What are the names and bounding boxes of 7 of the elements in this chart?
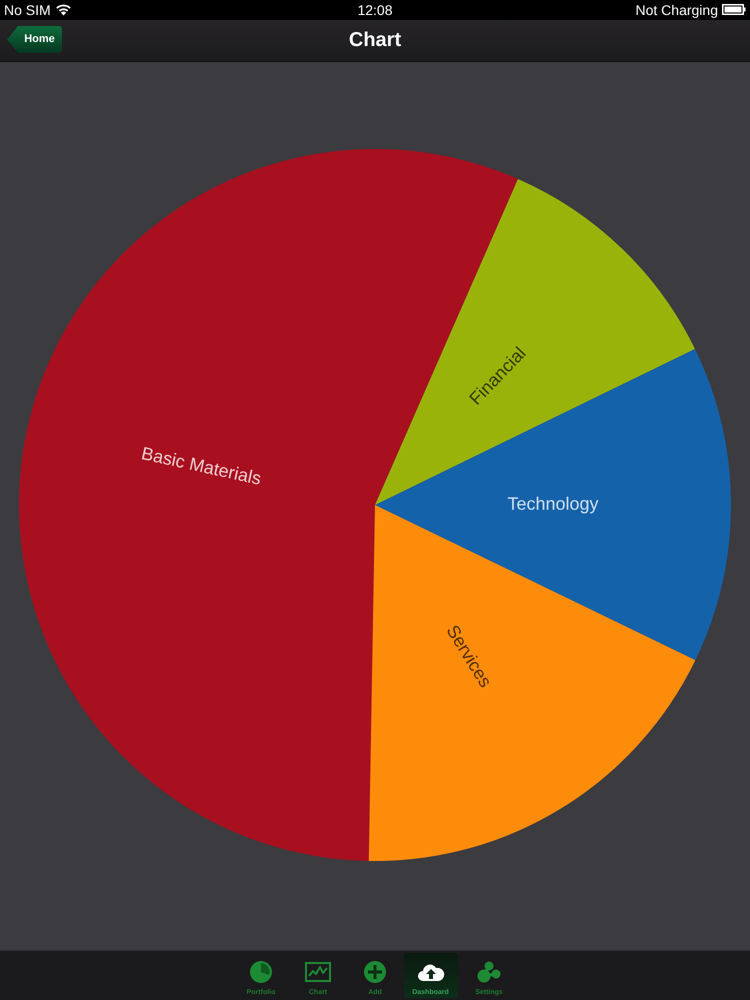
chart-title: Chart (348, 29, 402, 51)
text: No SIM (4, 1, 51, 19)
text: 12:08 (357, 2, 393, 18)
slice-label: Basic Materials (140, 443, 264, 489)
back-button[interactable]: Home (7, 26, 62, 53)
slice-label: Technology (507, 494, 599, 514)
text: Not Charging (636, 1, 718, 19)
